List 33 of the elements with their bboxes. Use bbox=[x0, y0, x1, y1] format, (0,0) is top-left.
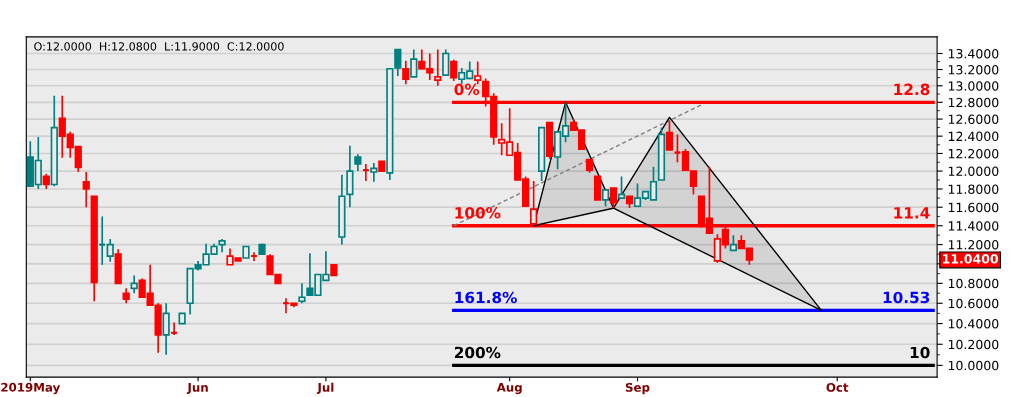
x-tick-label: 2019May bbox=[1, 382, 61, 395]
x-tick-label: Oct bbox=[826, 382, 849, 392]
y-tick-label: 11.2000 bbox=[948, 240, 999, 250]
series-label: 0% bbox=[454, 83, 480, 96]
y-tick-label: 12.8000 bbox=[948, 97, 999, 108]
x-tick-label: Sep bbox=[625, 382, 650, 395]
y-tick-label: 13.0000 bbox=[948, 81, 999, 91]
y-tick-label: 12.4000 bbox=[948, 131, 999, 142]
data-label: 10.53 bbox=[883, 291, 930, 304]
y-tick-label: 12.6000 bbox=[948, 114, 999, 125]
y-tick-label: 10.4000 bbox=[948, 319, 999, 329]
y-tick-label: 10.0000 bbox=[948, 360, 999, 371]
y-tick-label: 12.0000 bbox=[948, 166, 999, 177]
data-label: 11.4 bbox=[894, 207, 930, 219]
text: 11.0400 bbox=[943, 254, 998, 264]
x-tick-label: Jul bbox=[316, 382, 334, 395]
data-label: 12.8 bbox=[894, 83, 930, 96]
y-tick-label: 11.4000 bbox=[948, 221, 999, 231]
series-label: 200% bbox=[454, 346, 501, 359]
series-label: 100% bbox=[455, 207, 501, 219]
y-tick-label: 13.4000 bbox=[948, 48, 999, 59]
data-label: 10 bbox=[910, 346, 930, 359]
y-tick-label: 11.6000 bbox=[948, 202, 999, 213]
series-label: 161.8% bbox=[455, 291, 517, 304]
y-tick-label: 13.2000 bbox=[948, 64, 999, 75]
y-tick-label: 10.2000 bbox=[948, 339, 999, 350]
x-tick-label: Aug bbox=[496, 382, 522, 395]
y-tick-label: 10.6000 bbox=[948, 298, 999, 309]
annotation: O:12.0000 H:12.0800 L:11.9000 C:12.0000 bbox=[34, 42, 284, 51]
y-tick-label: 10.8000 bbox=[948, 278, 999, 289]
x-tick-label: Jun bbox=[186, 383, 208, 395]
y-tick-label: 11.8000 bbox=[948, 184, 999, 194]
y-tick-label: 12.2000 bbox=[948, 148, 999, 159]
